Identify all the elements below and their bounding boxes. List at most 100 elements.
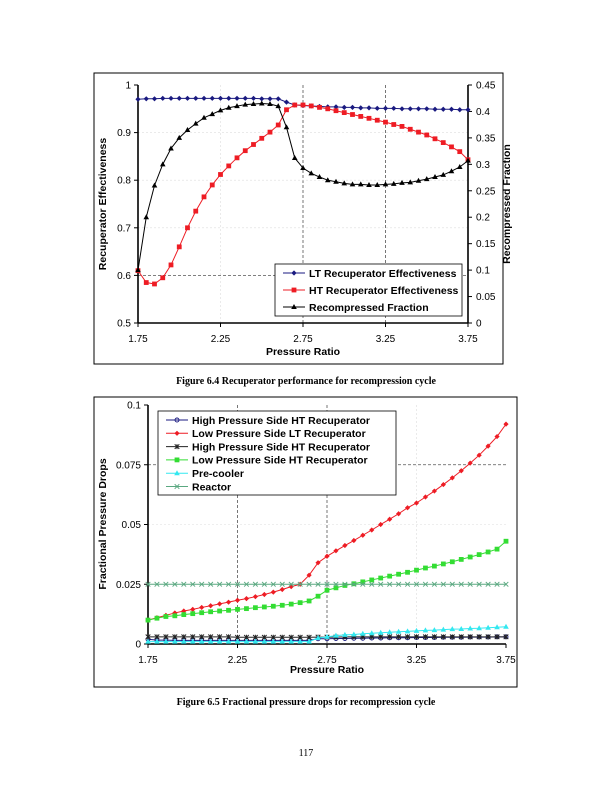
data-point <box>208 603 214 609</box>
data-point <box>383 119 388 125</box>
series-high-pressure-side-ht-recuperator <box>145 634 509 640</box>
data-point-stroke <box>199 581 205 587</box>
data-point <box>390 180 397 186</box>
data-point <box>458 468 464 474</box>
chart1-y2label: Recompressed Fraction <box>501 144 513 264</box>
y-tick-label: 0.5 <box>117 319 131 330</box>
data-point <box>378 634 384 640</box>
data-point-stroke <box>261 581 268 587</box>
data-point <box>168 262 174 268</box>
legend-label: High Pressure Side HT Recuperator <box>192 415 370 427</box>
data-point <box>360 532 366 538</box>
data-point <box>267 96 273 102</box>
data-point <box>176 134 183 140</box>
y2-tick-label: 0.45 <box>476 81 496 92</box>
data-point <box>172 634 178 640</box>
data-point <box>457 149 463 155</box>
legend-label: Recompressed Fraction <box>309 302 429 314</box>
data-point <box>308 170 315 176</box>
data-point <box>465 107 471 113</box>
data-point <box>284 107 289 113</box>
data-point <box>431 634 438 640</box>
y-tick-label: 0.6 <box>117 271 131 282</box>
data-point-stroke <box>199 634 205 640</box>
data-point <box>431 488 437 494</box>
data-point <box>369 527 375 533</box>
y-tick-label: 0.8 <box>117 176 131 187</box>
data-point <box>198 638 205 644</box>
page-number: 117 <box>299 748 314 759</box>
data-point <box>234 103 240 109</box>
data-point <box>407 126 413 132</box>
data-point <box>207 634 214 640</box>
data-point <box>152 281 157 287</box>
data-point <box>242 101 249 107</box>
data-point <box>374 117 380 123</box>
data-point <box>243 581 250 587</box>
data-point <box>288 581 294 587</box>
data-point <box>378 581 384 587</box>
data-point <box>395 628 402 634</box>
data-point <box>190 581 196 587</box>
data-point <box>467 554 473 560</box>
data-point <box>283 99 290 105</box>
y-tick-label: 0.05 <box>122 520 142 531</box>
data-point <box>253 605 258 611</box>
data-point <box>234 581 241 587</box>
data-point <box>143 214 150 220</box>
data-point <box>324 177 331 183</box>
data-point <box>143 96 149 102</box>
data-point <box>306 598 312 604</box>
data-point <box>216 634 223 640</box>
data-point <box>440 106 446 112</box>
x-tick-label: 1.75 <box>138 655 158 666</box>
data-point <box>315 593 321 599</box>
data-point <box>476 552 482 558</box>
data-point <box>190 634 196 640</box>
data-point-stroke <box>163 581 169 587</box>
data-point-stroke <box>386 581 393 587</box>
data-point-stroke <box>378 634 384 640</box>
data-point <box>449 475 455 481</box>
data-point-stroke <box>494 634 500 640</box>
data-point <box>399 106 405 112</box>
legend-item: High Pressure Side HT Recuperator <box>166 415 370 427</box>
legend-box <box>157 410 397 496</box>
data-point <box>503 623 509 629</box>
data-point <box>351 631 357 637</box>
data-point <box>503 538 509 544</box>
data-point-stroke <box>315 581 321 587</box>
data-point <box>216 638 223 644</box>
x-tick-label: 1.75 <box>128 334 148 345</box>
data-point <box>440 481 446 488</box>
data-point <box>315 560 321 566</box>
data-point <box>225 634 232 640</box>
series-reactor <box>145 581 509 587</box>
data-point <box>440 581 447 587</box>
data-point <box>432 174 438 180</box>
data-point <box>208 609 214 615</box>
data-point-stroke <box>207 581 214 587</box>
data-point <box>217 95 224 101</box>
data-point <box>382 105 389 111</box>
data-point <box>342 631 348 637</box>
data-point <box>467 634 473 640</box>
legend-marker-stroke <box>174 443 180 450</box>
y2-tick-label: 0 <box>476 319 482 330</box>
data-point <box>415 177 422 183</box>
data-point-stroke <box>324 581 330 587</box>
legend-marker <box>174 443 180 450</box>
data-point-stroke <box>395 634 402 640</box>
data-point <box>413 634 420 640</box>
legend-label: HT Recuperator Effectiveness <box>309 285 459 297</box>
data-point <box>449 144 454 150</box>
data-point <box>432 136 438 142</box>
data-point <box>494 624 500 630</box>
data-point <box>259 96 265 102</box>
data-point <box>172 610 178 616</box>
data-point-stroke <box>333 581 339 587</box>
data-point <box>199 634 205 640</box>
chart2-frame <box>93 396 518 688</box>
data-point <box>386 634 393 640</box>
data-point <box>201 95 207 101</box>
